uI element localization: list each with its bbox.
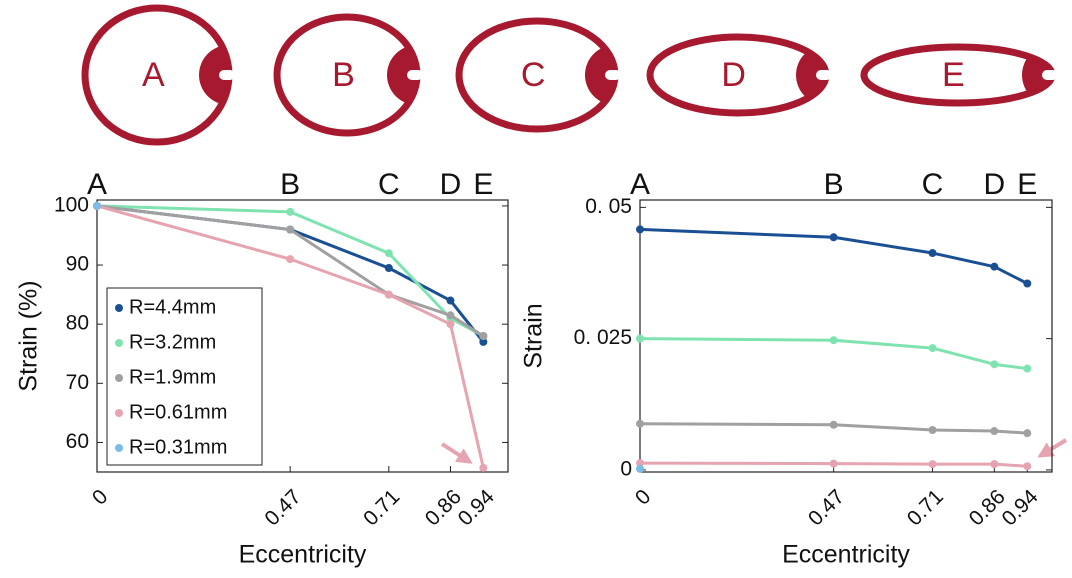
notch [407,70,423,80]
data-point [830,233,838,241]
x-tick-label: 0.71 [903,485,948,530]
data-point [636,335,644,343]
point-letter: C [378,168,400,201]
legend-marker [115,444,123,452]
data-point [446,311,454,319]
data-point [385,249,393,257]
data-point [929,249,937,257]
x-tick-label: 0.94 [998,485,1043,530]
notch [816,70,832,80]
data-point [830,421,838,429]
data-point [1023,429,1031,437]
point-letter: A [87,168,107,201]
y-tick-label: 70 [66,371,89,394]
legend-label: R=3.2mm [129,331,216,353]
x-tick-label: 0 [88,485,113,510]
notch [219,70,235,80]
x-tick-label: 0.47 [804,485,849,530]
shape-label: C [521,56,546,94]
schematic: A B C D E [85,8,1072,142]
point-letter: E [1017,168,1037,201]
y-tick-label: 0. 025 [574,326,632,349]
y-axis-title: Strain [520,303,548,368]
data-point [446,320,454,328]
point-letter: C [922,168,944,201]
data-point [479,464,487,472]
data-point [830,460,838,468]
notch [1042,70,1058,80]
data-point [286,226,294,234]
y-tick-label: 0. 05 [585,195,632,218]
legend-label: R=0.31mm [129,436,227,458]
y-tick-label: 100 [54,193,89,216]
legend-marker [115,339,123,347]
legend-marker [115,409,123,417]
shape-label: A [142,56,165,94]
arrow [1040,440,1066,456]
data-point [636,465,644,473]
x-tick-label: 0.47 [260,485,305,530]
data-point [929,344,937,352]
x-tick-label: 0 [631,485,656,510]
figure: ABCDE 607080901000A0.47B0.71C0.86D0.94EE… [0,0,1072,573]
y-tick-label: 60 [66,430,89,453]
legend-label: R=1.9mm [129,366,216,388]
point-letter: A [630,168,650,201]
shape-label: E [942,56,965,94]
data-point [385,291,393,299]
y-axis-title: Strain (%) [15,280,43,391]
data-point [93,202,101,210]
y-tick-label: 90 [66,253,89,276]
shape-label: D [721,56,746,94]
point-letter: E [473,168,493,201]
data-point [990,460,998,468]
data-point [286,208,294,216]
y-tick-label: 0 [620,457,632,480]
arrow [442,444,470,462]
data-point [479,332,487,340]
data-point [1023,462,1031,470]
data-point [929,426,937,434]
x-axis-title: Eccentricity [239,541,367,569]
data-point [286,255,294,263]
data-point [385,264,393,272]
data-point [636,225,644,233]
shape-label: B [332,56,355,94]
x-tick-label: 0.94 [454,485,499,530]
data-point [990,427,998,435]
legend-marker [115,374,123,382]
y-tick-label: 80 [66,312,89,335]
data-point [990,360,998,368]
legend-marker [115,304,123,312]
point-letter: B [280,168,300,201]
point-letter: D [983,168,1005,201]
x-axis-title: Eccentricity [782,541,910,569]
point-letter: B [824,168,844,201]
legend-label: R=0.61mm [129,401,227,423]
data-point [1023,279,1031,287]
legend-label: R=4.4mm [129,296,216,318]
data-point [990,263,998,271]
data-point [636,420,644,428]
point-letter: D [440,168,462,201]
data-point [1023,365,1031,373]
data-point [929,460,937,468]
x-tick-label: 0.71 [359,485,404,530]
data-point [830,336,838,344]
notch [605,70,621,80]
data-point [446,297,454,305]
